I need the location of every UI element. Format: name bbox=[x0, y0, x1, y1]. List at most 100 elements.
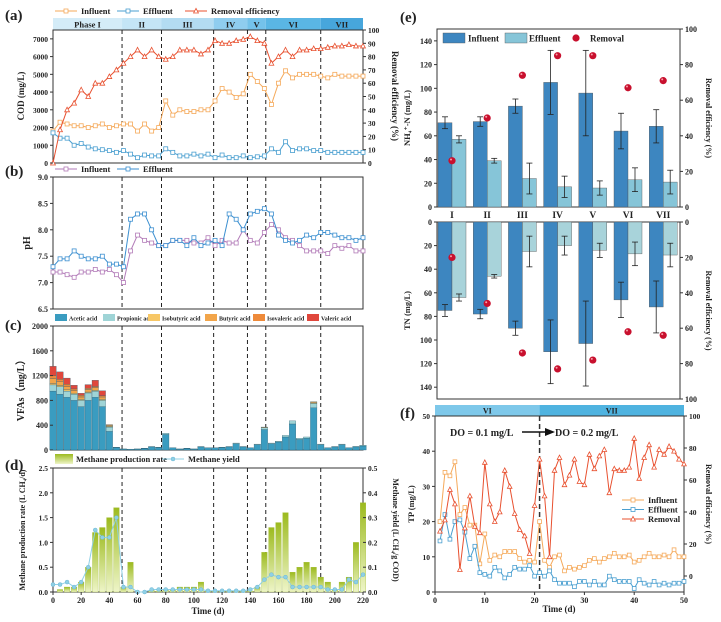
y2-axis-a-tick-label: 0 bbox=[368, 159, 372, 168]
y-axis-title: Methane production rate (L CH₄/d) bbox=[18, 469, 27, 590]
series-tp-effluent-point bbox=[597, 582, 602, 588]
series-ph-influent-point bbox=[191, 240, 197, 246]
x-axis-f-tick-label: 0 bbox=[433, 596, 437, 605]
series-effluent-point bbox=[332, 149, 338, 155]
series-tp-influent-point bbox=[532, 559, 537, 565]
series-removal-efficiency-point bbox=[338, 42, 345, 49]
phase-band bbox=[213, 18, 248, 30]
series-effluent-point bbox=[198, 153, 204, 159]
y-axis-c-tick-label: 800 bbox=[36, 396, 48, 405]
series-effluent-point bbox=[304, 146, 310, 152]
methane-rate-bar bbox=[268, 527, 275, 593]
series-ph-influent-point bbox=[353, 248, 359, 254]
series-effluent-point bbox=[128, 151, 133, 157]
series-tp-effluent-point bbox=[517, 566, 522, 572]
panel-label: (d) bbox=[5, 458, 23, 474]
series-influent-point bbox=[318, 73, 324, 79]
series-effluent-point bbox=[177, 153, 183, 159]
series-tp-removal-point bbox=[516, 526, 523, 532]
vfa-bar-propionic-acid bbox=[275, 441, 282, 443]
series-tp-influent-point bbox=[641, 554, 647, 560]
series-effluent-point bbox=[325, 149, 331, 155]
series-methane-yield-point bbox=[262, 577, 267, 582]
series-ph-influent-point bbox=[226, 240, 232, 246]
nh4-influent-bar bbox=[437, 122, 453, 208]
series-effluent-point bbox=[226, 155, 232, 161]
vfa-bar-acetic-acid bbox=[345, 447, 353, 451]
series-tp-influent-point bbox=[671, 547, 677, 553]
vfa-bar-acetic-acid bbox=[211, 447, 219, 451]
series-influent-point bbox=[247, 71, 253, 77]
legend-label: Isobutyric acid bbox=[162, 317, 201, 323]
methane-rate-bar bbox=[360, 502, 366, 593]
x-axis-f-tick-label: 10 bbox=[481, 596, 489, 605]
series-effluent-point bbox=[276, 149, 281, 155]
vfa-bar-propionic-acid bbox=[105, 426, 113, 432]
series-influent-point bbox=[99, 121, 105, 127]
series-removal-efficiency-point bbox=[56, 126, 64, 133]
x-axis-d-tick-label: 200 bbox=[329, 596, 341, 605]
series-ph-effluent-point bbox=[71, 248, 77, 254]
series-influent-point bbox=[261, 86, 267, 91]
series-influent-point bbox=[233, 94, 239, 100]
series-ph-effluent-point bbox=[92, 256, 98, 262]
nh4-removal-point bbox=[483, 114, 491, 122]
series-methane-yield-point bbox=[156, 587, 161, 592]
series-methane-yield-point bbox=[128, 584, 133, 590]
series-tp-removal-point bbox=[501, 467, 508, 473]
series-removal-efficiency-point bbox=[275, 53, 282, 59]
series-methane-yield-point bbox=[212, 588, 218, 594]
legend-effluent-marker bbox=[125, 166, 131, 172]
nh4-influent-bar bbox=[508, 105, 523, 208]
series-ph-effluent-point bbox=[78, 253, 84, 259]
series-ph-effluent-point bbox=[339, 235, 345, 241]
series-ph-influent-point bbox=[142, 237, 147, 243]
x-axis-d-tick-label: 20 bbox=[77, 596, 85, 605]
series-tp-effluent-point bbox=[681, 579, 687, 584]
series-removal-efficiency-point bbox=[345, 41, 352, 48]
series-tp-influent-point bbox=[447, 473, 453, 479]
methane-rate-bar bbox=[64, 586, 71, 593]
phase-label: Phase I bbox=[74, 20, 101, 30]
series-methane-yield-point bbox=[93, 527, 98, 533]
methane-rate-bar bbox=[57, 589, 63, 593]
series-influent-point bbox=[353, 73, 359, 79]
legend-influent-marker bbox=[630, 497, 636, 503]
series-tp-effluent-point bbox=[651, 579, 657, 584]
series-tp-influent-point bbox=[636, 558, 642, 563]
x-axis-d-tick-label: 120 bbox=[216, 596, 228, 605]
vfa-bar-butyric-acid bbox=[84, 389, 92, 393]
methane-rate-bar bbox=[317, 576, 324, 593]
y-axis-a-tick-label: 3000 bbox=[33, 106, 48, 115]
y-axis-title: VFAs（mg/L） bbox=[14, 355, 27, 421]
series-tp-removal-point bbox=[496, 508, 503, 515]
series-ph-effluent-point bbox=[283, 237, 288, 243]
vfa-bar-propionic-acid bbox=[77, 400, 85, 407]
series-effluent-point bbox=[106, 148, 112, 153]
series-tp-removal-point bbox=[616, 467, 623, 473]
series-tp-influent-point bbox=[457, 512, 463, 517]
series-effluent-point bbox=[261, 153, 267, 159]
vfa-bar-acetic-acid bbox=[169, 447, 177, 451]
vfa-bar-acetic-acid bbox=[84, 400, 92, 451]
vfa-bar-isovaleric-acid bbox=[105, 424, 113, 426]
tn-influent-bar bbox=[437, 221, 453, 311]
vfa-bar-valeric-acid bbox=[49, 366, 57, 376]
y2-axis-e-tn-tick-label: 0 bbox=[685, 218, 689, 227]
vfa-bar-propionic-acid bbox=[63, 390, 71, 398]
vfa-bar-acetic-acid bbox=[246, 447, 254, 451]
phase-band bbox=[53, 18, 123, 30]
series-influent-point bbox=[198, 107, 204, 113]
vfa-bar-propionic-acid bbox=[56, 386, 64, 395]
vfa-bar-acetic-acid bbox=[232, 443, 240, 451]
vfa-bar-propionic-acid bbox=[84, 392, 92, 401]
legend-swatch-removal bbox=[572, 34, 580, 42]
series-ph-effluent-point bbox=[332, 232, 338, 238]
x-axis-d-tick-label: 60 bbox=[134, 596, 142, 605]
series-tp-effluent-point bbox=[656, 582, 662, 588]
legend-influent-label: Influent bbox=[648, 495, 677, 505]
series-tp-removal-point bbox=[681, 460, 687, 467]
y2-axis-d-tick-label: 0.4 bbox=[368, 489, 378, 498]
legend-label: Isovaleric acid bbox=[267, 317, 305, 323]
phase-band bbox=[435, 405, 540, 416]
